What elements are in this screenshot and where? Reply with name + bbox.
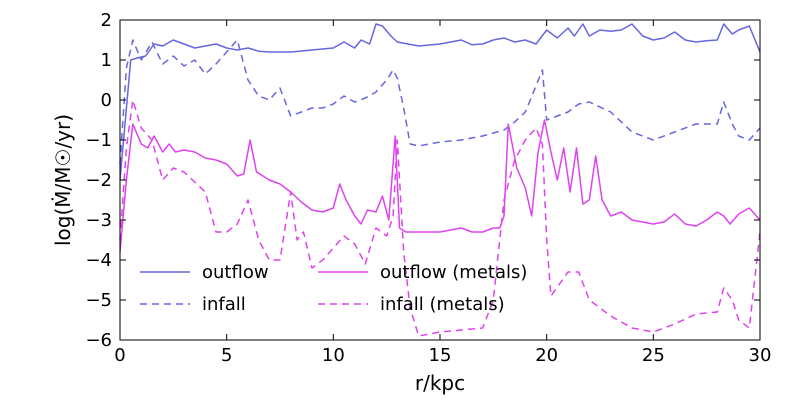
y-tick-label: 1 (101, 50, 112, 71)
legend-label-3: infall (metals) (380, 294, 505, 315)
y-tick-label: −5 (85, 290, 112, 311)
x-tick-label: 20 (535, 345, 558, 366)
series-line-0 (119, 23, 761, 181)
series-line-3 (119, 99, 761, 337)
legend-label-1: infall (202, 294, 246, 315)
series-layer (119, 23, 761, 337)
series-line-2 (119, 119, 761, 253)
y-tick-label: −6 (85, 330, 112, 351)
legend-label-0: outflow (202, 262, 269, 283)
y-tick-label: 2 (101, 10, 112, 31)
y-tick-label: 0 (101, 90, 112, 111)
x-tick-label: 15 (429, 345, 452, 366)
y-tick-label: −2 (85, 170, 112, 191)
x-tick-label: 25 (642, 345, 665, 366)
y-tick-label: −3 (85, 210, 112, 231)
x-tick-label: 0 (114, 345, 125, 366)
y-tick-label: −1 (85, 130, 112, 151)
series-line-1 (119, 39, 761, 165)
x-axis-label: r/kpc (415, 371, 465, 395)
legend-label-2: outflow (metals) (380, 262, 527, 283)
x-tick-label: 10 (322, 345, 345, 366)
y-tick-label: −4 (85, 250, 112, 271)
ticks-layer: 0 5 10 15 20 25 30 −6 −5 −4 −3 −2 −1 0 1 2 (85, 10, 771, 366)
y-axis-label: log(Ṁ/M☉/yr) (51, 114, 75, 246)
x-tick-label: 30 (749, 345, 772, 366)
x-tick-label: 5 (221, 345, 232, 366)
legend: outflow infall outflow (metals) infall (met… (140, 262, 527, 315)
